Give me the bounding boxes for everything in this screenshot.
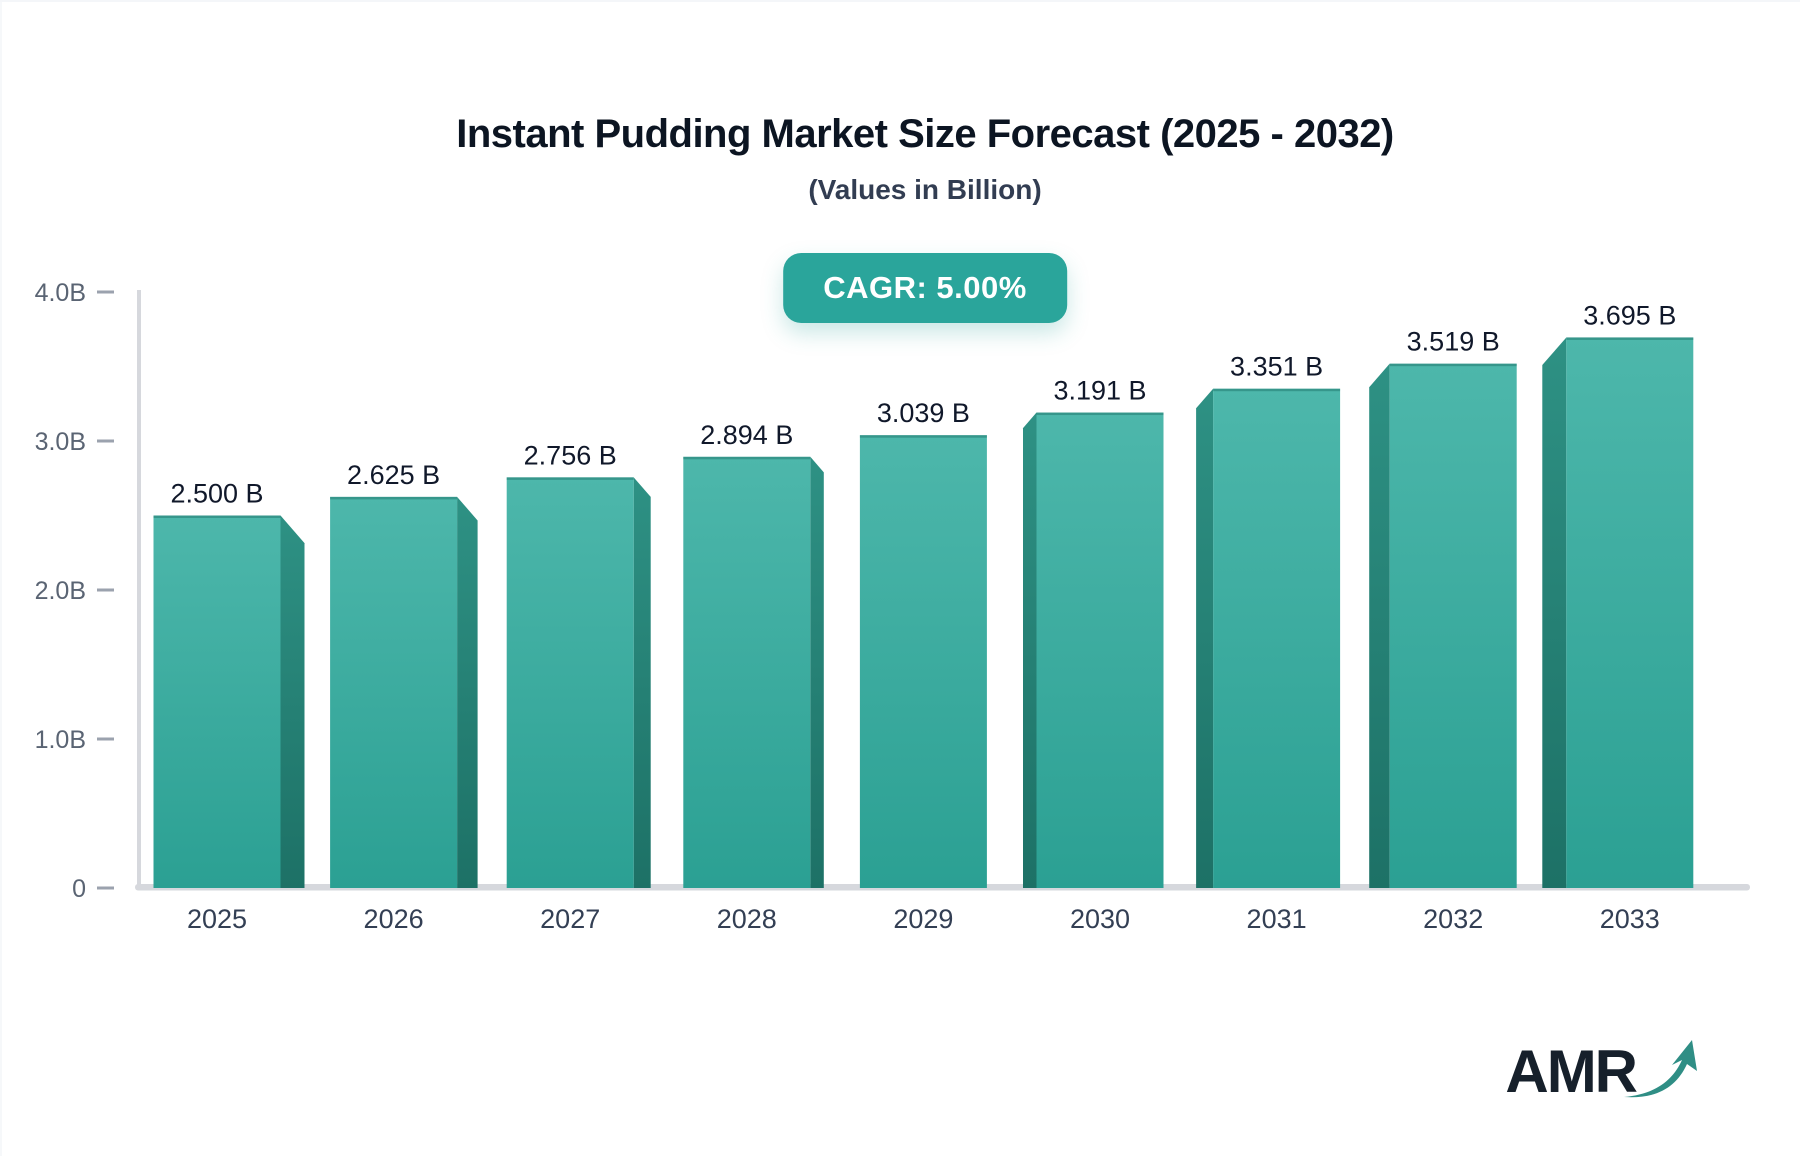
value-label: 2.894 B [700,420,793,450]
bar-2025: 2.500 B 2025 [153,479,305,934]
x-axis-label: 2029 [893,904,953,934]
bars: 2.500 B 2025 2.625 B 2026 2.756 B 2027 2.894 B… [153,300,1694,934]
bar-2032: 3.519 B 2032 [1369,327,1517,934]
y-axis-line [137,290,141,890]
trend-up-arrow-icon [1624,1040,1697,1098]
x-axis-label: 2028 [717,904,777,934]
bar-side-face [810,456,824,888]
bar-side-face [280,515,305,888]
x-axis-label: 2032 [1423,904,1483,934]
value-label: 3.351 B [1230,352,1323,382]
bar-top-edge [506,477,634,480]
value-label: 3.039 B [877,398,970,428]
chart-subtitle: (Values in Billion) [808,174,1042,205]
x-axis-label: 2030 [1070,904,1130,934]
x-axis-label: 2033 [1600,904,1660,934]
bar-front-face [1389,363,1517,888]
value-label: 2.625 B [347,460,440,490]
x-axis-label: 2031 [1247,904,1307,934]
x-axis-label: 2026 [364,904,424,934]
value-label: 3.695 B [1583,300,1676,330]
bar-front-face [1566,337,1694,888]
amr-logo: AMR [1505,1038,1700,1105]
x-axis-label: 2025 [187,904,247,934]
bar-2026: 2.625 B 2026 [330,460,478,934]
bar-top-edge [153,515,281,518]
value-label: 3.519 B [1407,327,1500,357]
bar-side-face [1023,412,1037,888]
bar-top-edge [859,435,987,438]
value-label: 3.191 B [1053,376,1146,406]
bar-side-face [457,496,478,888]
bar-side-face [1196,388,1214,888]
cagr-badge: CAGR: 5.00% [783,253,1067,323]
bar-front-face [153,515,281,888]
bar-2033: 3.695 B 2033 [1542,300,1694,934]
bar-side-face [1369,363,1390,888]
bar-front-face [1036,412,1164,888]
y-axis-ticks: 4.0B 3.0B 2.0B 1.0B 0 [35,279,114,903]
bar-side-face [1542,337,1567,888]
bar-front-face [1213,388,1341,888]
bar-front-face [859,435,987,888]
value-label: 2.500 B [170,479,263,509]
value-label: 2.756 B [524,440,617,470]
bar-top-edge [330,496,458,500]
amr-logo-text: AMR [1505,1038,1638,1105]
bar-top-edge [683,456,811,460]
chart-title: Instant Pudding Market Size Forecast (20… [456,112,1394,156]
bar-front-face [683,456,811,888]
y-tick-label: 1.0B [35,726,86,754]
bar-front-face [506,477,634,888]
x-axis-label: 2027 [540,904,600,934]
bar-top-edge [1389,363,1517,367]
bar-2028: 2.894 B 2028 [683,420,824,934]
bar-side-face [633,477,651,888]
bar-top-edge [1036,412,1164,416]
y-tick-label: 0 [72,875,86,903]
bar-2030: 3.191 B 2030 [1023,376,1164,934]
bar-2029: 3.039 B 2029 [859,398,987,934]
bar-2027: 2.756 B 2027 [506,440,651,934]
y-tick-label: 2.0B [35,577,86,605]
y-tick-label: 3.0B [35,428,86,456]
bar-2031: 3.351 B 2031 [1196,352,1341,934]
y-tick-label: 4.0B [35,279,86,307]
bar-top-edge [1566,337,1694,340]
bar-top-edge [1213,388,1341,392]
bar-front-face [330,496,458,888]
